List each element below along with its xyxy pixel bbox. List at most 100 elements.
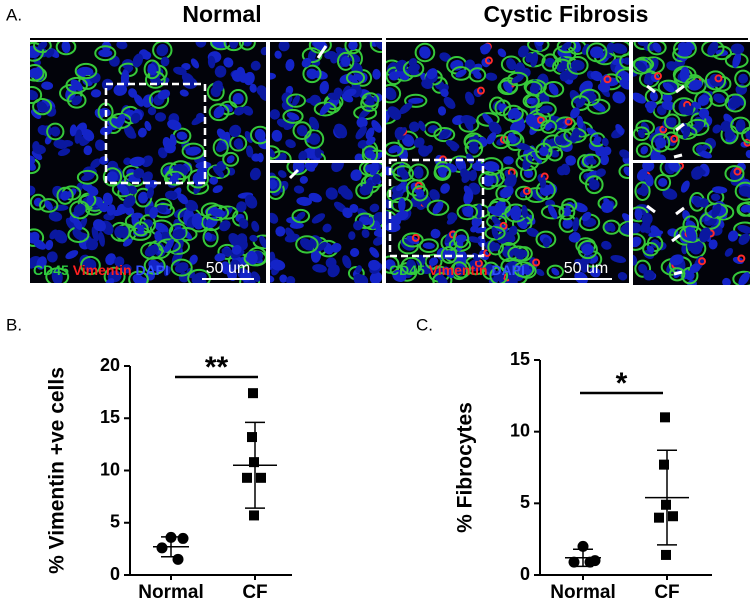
nucleus bbox=[230, 259, 241, 270]
cell-membrane bbox=[511, 215, 533, 233]
nucleus bbox=[662, 188, 678, 200]
cell-membrane bbox=[618, 220, 629, 237]
cell-membrane bbox=[701, 42, 725, 58]
nucleus bbox=[355, 265, 363, 274]
nucleus bbox=[443, 96, 456, 109]
nucleus bbox=[518, 264, 530, 275]
nucleus bbox=[643, 269, 655, 281]
nucleus bbox=[249, 167, 261, 181]
cell-membrane bbox=[556, 42, 577, 54]
nucleus bbox=[575, 98, 586, 108]
nucleus bbox=[296, 125, 308, 137]
nucleus bbox=[148, 259, 162, 272]
data-point bbox=[248, 388, 258, 399]
nucleus bbox=[179, 89, 189, 97]
nucleus bbox=[214, 253, 226, 262]
cell-membrane bbox=[581, 153, 601, 169]
nucleus bbox=[274, 50, 282, 59]
nucleus bbox=[65, 217, 76, 231]
cell-membrane bbox=[249, 125, 266, 145]
nucleus bbox=[724, 128, 735, 141]
nucleus bbox=[386, 87, 397, 101]
stain-label: Vimentin bbox=[73, 262, 132, 278]
nucleus bbox=[453, 265, 465, 276]
cell-membrane bbox=[94, 45, 117, 62]
nucleus bbox=[358, 274, 369, 283]
nucleus bbox=[120, 69, 130, 86]
nucleus bbox=[236, 233, 248, 244]
nucleus bbox=[73, 218, 83, 230]
nucleus bbox=[617, 272, 628, 281]
cell-membrane bbox=[361, 145, 379, 160]
nucleus bbox=[364, 150, 376, 159]
cell-membrane bbox=[724, 165, 745, 182]
nucleus bbox=[238, 217, 249, 229]
nucleus bbox=[223, 57, 234, 68]
nucleus bbox=[212, 80, 223, 90]
cell-membrane bbox=[270, 145, 281, 160]
nucleus bbox=[147, 106, 157, 116]
nucleus bbox=[94, 139, 106, 151]
nucleus bbox=[89, 72, 101, 84]
nucleus bbox=[652, 42, 662, 53]
nucleus bbox=[418, 120, 426, 132]
nucleus bbox=[177, 193, 189, 205]
data-point bbox=[242, 472, 252, 483]
nucleus bbox=[113, 83, 128, 96]
nucleus bbox=[500, 186, 514, 199]
nucleus bbox=[720, 120, 731, 132]
arrow bbox=[288, 168, 300, 180]
nucleus bbox=[86, 194, 94, 207]
cell-membrane bbox=[32, 98, 53, 116]
cell-membrane bbox=[584, 175, 604, 195]
cell-membrane bbox=[128, 270, 149, 283]
nucleus bbox=[440, 183, 450, 194]
nucleus bbox=[503, 81, 513, 94]
nucleus bbox=[285, 58, 295, 72]
nucleus bbox=[712, 124, 722, 134]
nucleus bbox=[735, 119, 746, 132]
nucleus bbox=[292, 95, 300, 107]
vimentin bbox=[653, 72, 662, 81]
nucleus bbox=[93, 219, 106, 232]
nucleus bbox=[142, 219, 153, 229]
cells bbox=[633, 42, 750, 160]
data-point bbox=[156, 542, 168, 554]
nucleus bbox=[98, 231, 105, 247]
cell-membrane bbox=[558, 203, 576, 221]
nucleus bbox=[595, 145, 606, 157]
nucleus bbox=[397, 167, 409, 180]
cell-membrane bbox=[450, 66, 472, 81]
nucleus bbox=[350, 169, 362, 182]
nucleus bbox=[482, 174, 494, 187]
nucleus bbox=[164, 142, 176, 154]
nucleus bbox=[215, 142, 226, 153]
nucleus bbox=[503, 156, 514, 165]
cell-membrane bbox=[313, 101, 337, 117]
nucleus bbox=[278, 42, 290, 52]
cell-membrane bbox=[291, 208, 311, 224]
error-bar bbox=[161, 536, 181, 558]
x-tick-label: CF bbox=[654, 582, 679, 603]
nucleus bbox=[491, 226, 499, 240]
nucleus bbox=[704, 137, 717, 150]
x-tick-label: Normal bbox=[550, 582, 615, 603]
nucleus bbox=[526, 97, 536, 105]
cells bbox=[386, 42, 629, 283]
nucleus bbox=[243, 71, 255, 86]
nucleus bbox=[327, 92, 341, 101]
nucleus bbox=[37, 42, 48, 50]
nucleus bbox=[669, 254, 684, 266]
cell-membrane bbox=[527, 42, 550, 53]
nucleus bbox=[369, 247, 380, 258]
nucleus bbox=[689, 263, 701, 274]
panel-label: C. bbox=[416, 315, 433, 334]
nucleus bbox=[507, 132, 517, 144]
cell-membrane bbox=[143, 256, 166, 275]
nucleus bbox=[369, 163, 379, 176]
cell-membrane bbox=[103, 266, 126, 283]
scale-bar-label: 50 um bbox=[564, 260, 608, 277]
nucleus bbox=[51, 268, 63, 283]
arrow bbox=[646, 204, 656, 214]
error-bar bbox=[657, 449, 677, 546]
